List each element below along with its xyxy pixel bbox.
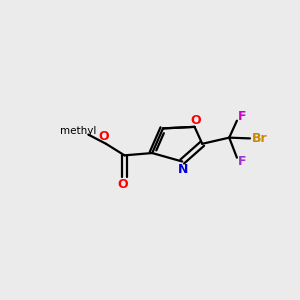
Text: O: O: [190, 114, 201, 127]
Text: methyl: methyl: [60, 126, 97, 136]
Text: Br: Br: [251, 132, 267, 145]
Text: F: F: [238, 110, 247, 123]
Text: N: N: [178, 163, 188, 176]
Text: F: F: [238, 155, 247, 168]
Text: O: O: [98, 130, 109, 143]
Text: O: O: [118, 178, 128, 191]
